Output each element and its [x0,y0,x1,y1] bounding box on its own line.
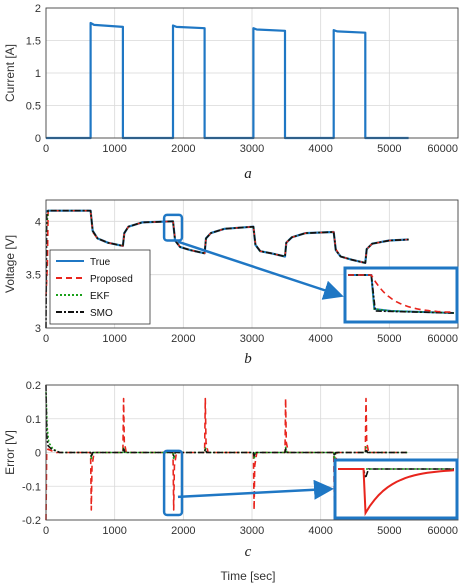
inset-line-proposed [348,274,455,314]
y-tick-label: -0.2 [22,515,41,527]
chart-panel-a: 0 1000 2000 3000 4000 5000 60000 0 0.5 1 1.5 2 Curre… [3,3,459,182]
inset-line-proposed [338,468,455,517]
legend-label-proposed: Proposed [90,274,133,285]
legend-label-true: True [90,257,111,268]
zoom-highlight-box [162,213,184,242]
x-tick-label: 4000 [308,143,332,155]
y-tick-label: 0.5 [26,101,41,113]
y-tick-label: 0.1 [26,414,41,426]
panel-letter: a [244,166,252,182]
y-tick-label: 1.5 [26,36,41,48]
inset-line-smo [348,274,455,314]
y-tick-label: 2 [35,3,41,15]
x-tick-label: 4000 [308,525,332,537]
x-tick-label: 2000 [171,333,195,345]
panel-letter: b [244,351,252,367]
zoom-inset [333,458,459,520]
x-axis-label: Time [sec] [221,569,276,583]
x-tick-label: 60000 [427,525,458,537]
legend: True Proposed EKF SMO [49,249,151,325]
y-tick-label: 0 [35,448,41,460]
axes-frame [45,384,459,521]
y-tick-label: 3 [35,323,41,335]
legend-box [49,249,151,325]
x-tick-label: 0 [43,525,49,537]
x-tick-label: 3000 [240,143,264,155]
zoom-inset [343,266,459,324]
y-axis-label: Current [A] [3,44,17,102]
x-tick-label: 60000 [427,333,458,345]
series-line-smo [45,209,409,329]
y-axis-label: Voltage [V] [3,235,17,293]
series-line-smo [45,384,409,457]
x-tick-label: 3000 [240,525,264,537]
x-tick-label: 5000 [377,143,401,155]
x-tick-label: 1000 [102,333,126,345]
x-tick-label: 5000 [377,525,401,537]
x-tick-label: 1000 [102,525,126,537]
inset-frame [343,266,459,324]
x-tick-label: 2000 [171,525,195,537]
y-tick-label: 4 [35,216,41,228]
panel-letter: c [245,544,252,560]
x-tick-label: 2000 [171,143,195,155]
legend-label-smo: SMO [90,308,113,319]
y-tick-label: -0.1 [22,481,41,493]
zoom-arrow [177,240,344,300]
axes-frame [45,199,459,329]
zoom-highlight-box [162,449,184,517]
x-tick-label: 0 [43,333,49,345]
x-tick-label: 60000 [427,143,458,155]
zoom-arrow [177,479,334,500]
axes-frame [45,7,459,139]
x-tick-label: 0 [43,143,49,155]
y-tick-label: 0 [35,133,41,145]
x-tick-label: 1000 [102,143,126,155]
x-tick-label: 5000 [377,333,401,345]
legend-label-ekf: EKF [90,291,109,302]
y-tick-label: 3.5 [26,270,41,282]
y-axis-label: Error [V] [3,430,17,475]
x-tick-label: 4000 [308,333,332,345]
x-tick-label: 3000 [240,333,264,345]
y-tick-label: 0.2 [26,380,41,392]
y-tick-label: 1 [35,68,41,80]
